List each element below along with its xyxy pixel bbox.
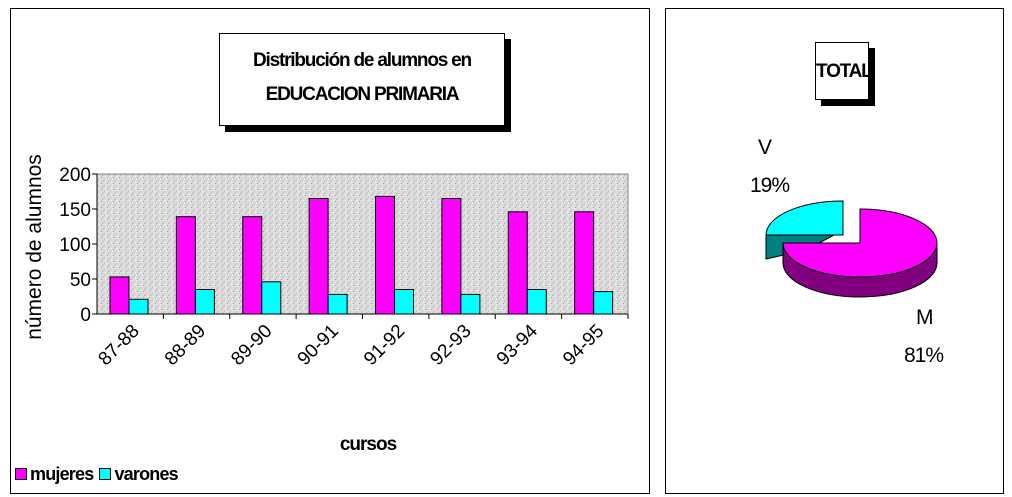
bar-legend: mujeres varones: [15, 461, 184, 487]
bar-mujeres: [441, 198, 462, 315]
bar-chart-title-line2: EDUCACION PRIMARIA: [265, 84, 460, 105]
bar-chart-title-line1: Distribución de alumnos en: [253, 50, 472, 71]
y-tick-label: 200: [59, 165, 91, 186]
y-tick-label: 100: [59, 235, 91, 256]
x-tick-label: 89-90: [227, 321, 276, 370]
bar-chart-svg: número de alumnos cursos 0 50 100 150 200 87-…: [23, 154, 629, 455]
y-tick-label: 50: [70, 270, 91, 291]
bar-mujeres: [375, 195, 395, 315]
legend-label-mujeres: mujeres: [30, 463, 94, 484]
bar-varones: [194, 289, 215, 315]
legend-swatch-varones: [99, 468, 112, 480]
bar-varones: [460, 293, 481, 315]
x-tick-label: 91-92: [360, 321, 409, 370]
bar-varones: [394, 289, 414, 315]
legend-item-mujeres: mujeres: [15, 463, 94, 485]
bar-chart-panel: Distribución de alumnos en EDUCACION PRI…: [10, 8, 650, 494]
pie-slice-m: [782, 208, 938, 278]
bar-mujeres: [507, 211, 528, 315]
legend-swatch-mujeres: [15, 468, 27, 480]
x-tick-label: 90-91: [294, 321, 343, 370]
bar-varones: [526, 289, 547, 315]
y-tick-label: 0: [80, 305, 91, 326]
legend-label-varones: varones: [114, 463, 178, 484]
pie-label-v-name: V: [758, 136, 773, 159]
x-axis-label: cursos: [340, 434, 397, 455]
bar-varones: [128, 298, 149, 315]
x-tick-label: 94-95: [559, 321, 608, 370]
bar-mujeres: [109, 276, 130, 315]
pie-chart-panel: TOTAL V 19% M 81%: [665, 8, 1004, 494]
pie-chart-title: TOTAL: [815, 42, 873, 100]
pie-label-v-pct: 19%: [750, 174, 790, 197]
bar-mujeres: [175, 216, 196, 315]
pie-label-m-pct: 81%: [904, 344, 944, 367]
bar-mujeres: [574, 211, 595, 315]
bar-mujeres: [308, 198, 329, 315]
bar-varones: [261, 281, 282, 315]
y-axis-label: número de alumnos: [23, 154, 46, 340]
y-tick-label: 150: [59, 200, 91, 221]
bar-varones: [327, 293, 348, 315]
x-tick-label: 88-89: [161, 321, 210, 370]
x-tick-label: 87-88: [95, 321, 144, 370]
legend-item-varones: varones: [99, 463, 179, 485]
x-tick-label: 92-93: [426, 321, 475, 370]
pie-label-m-name: M: [916, 306, 934, 329]
pie-slice-v: [765, 200, 844, 236]
bar-marks: [109, 195, 614, 315]
pie-chart-svg: [765, 200, 938, 298]
bar-varones: [593, 291, 614, 315]
x-tick-label: 93-94: [493, 320, 543, 370]
bar-mujeres: [242, 216, 263, 315]
bar-chart-title: Distribución de alumnos en EDUCACION PRI…: [219, 33, 505, 126]
